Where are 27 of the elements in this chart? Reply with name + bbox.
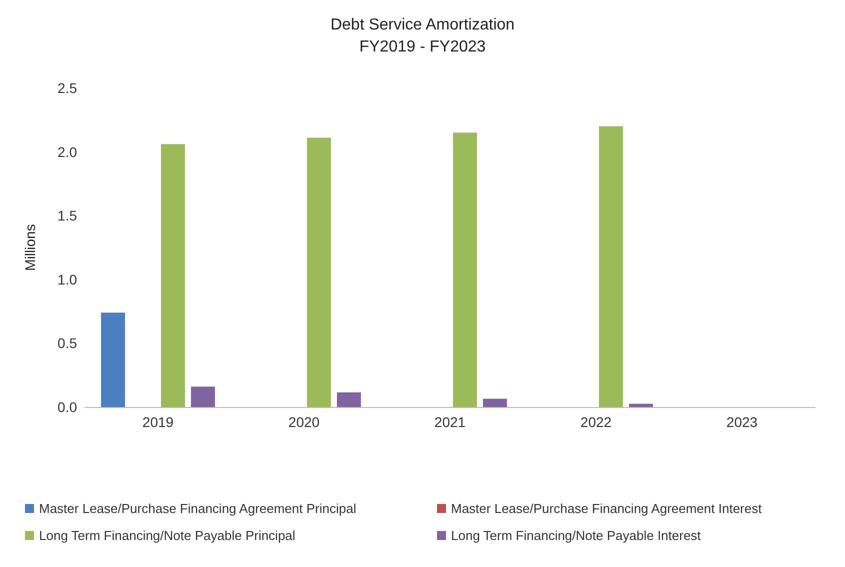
- x-tick-label: 2021: [434, 414, 466, 430]
- legend-label: Master Lease/Purchase Financing Agreement Interest: [451, 501, 762, 516]
- bar: [598, 126, 623, 407]
- y-tick-label: 1.5: [58, 208, 78, 224]
- x-tick-label: 2019: [142, 414, 174, 430]
- x-tick-label: 2022: [580, 414, 612, 430]
- bar: [101, 312, 126, 407]
- legend-label: Long Term Financing/Note Payable Principal: [39, 528, 296, 543]
- x-tick-label: 2020: [288, 414, 320, 430]
- bar: [306, 138, 331, 407]
- x-tick-label: 2023: [726, 414, 758, 430]
- y-tick-label: 2.0: [58, 144, 78, 160]
- bar: [160, 144, 185, 407]
- y-tick-label: 1.0: [58, 271, 78, 288]
- y-axis-title: Millions: [22, 224, 38, 271]
- chart-subtitle: FY2019 - FY2023: [359, 38, 486, 56]
- bar: [336, 392, 361, 407]
- y-tick-label: 2.5: [58, 80, 78, 96]
- bar: [482, 398, 507, 407]
- bar: [628, 404, 653, 407]
- legend-label: Master Lease/Purchase Financing Agreement Principal: [39, 501, 356, 516]
- legend-label: Long Term Financing/Note Payable Interest: [451, 528, 702, 543]
- bar: [452, 132, 477, 407]
- bar: [190, 386, 215, 407]
- y-tick-label: 0.0: [58, 399, 78, 415]
- chart-title: Debt Service Amortization: [330, 16, 515, 34]
- y-tick-label: 0.5: [58, 335, 78, 352]
